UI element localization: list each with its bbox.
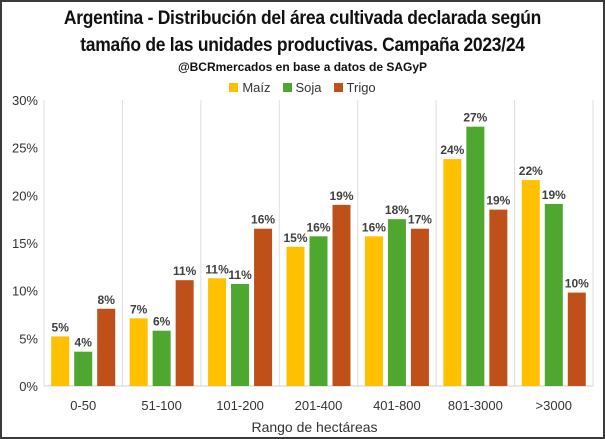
- x-tick-label: 801-3000: [448, 398, 503, 413]
- legend: Maíz Soja Trigo: [2, 80, 603, 95]
- bar-soja-801-3000: [466, 126, 485, 387]
- data-label: 6%: [153, 315, 171, 329]
- data-label: 24%: [440, 143, 464, 157]
- legend-item-maiz: Maíz: [229, 80, 271, 95]
- data-label: 16%: [306, 220, 330, 234]
- data-label: 15%: [283, 231, 307, 245]
- bar-maiz->3000: [521, 180, 540, 386]
- bar-trigo-51-100: [175, 280, 194, 386]
- legend-swatch-maiz: [229, 83, 239, 92]
- bar-trigo-101-200: [254, 228, 273, 386]
- x-tick-label: 0-50: [70, 398, 96, 413]
- x-tick-label: 401-800: [373, 398, 421, 413]
- data-label: 19%: [542, 188, 566, 202]
- x-tick-label: 201-400: [295, 398, 343, 413]
- data-label: 8%: [98, 293, 116, 307]
- data-label: 11%: [205, 262, 229, 276]
- y-tick-label: 5%: [19, 331, 38, 346]
- y-tick-label: 10%: [12, 284, 38, 299]
- data-label: 7%: [130, 302, 148, 316]
- y-tick-label: 0%: [19, 379, 38, 394]
- data-label: 5%: [52, 320, 70, 334]
- bar-maiz-0-50: [51, 336, 70, 386]
- data-label: 27%: [463, 111, 487, 125]
- bar-maiz-101-200: [208, 278, 227, 386]
- chart-title-line-2: tamaño de las unidades productivas. Camp…: [80, 35, 525, 56]
- legend-swatch-soja: [282, 83, 292, 92]
- bar-maiz-801-3000: [443, 159, 462, 386]
- y-tick-label: 30%: [12, 93, 38, 108]
- bar-soja->3000: [544, 203, 563, 386]
- bar-soja-201-400: [309, 236, 328, 386]
- bar-soja-101-200: [231, 283, 250, 386]
- data-label: 16%: [251, 213, 275, 227]
- bar-trigo->3000: [567, 292, 586, 386]
- y-tick-label: 20%: [12, 188, 38, 203]
- legend-swatch-trigo: [333, 83, 343, 92]
- chart-subtitle: @BCRmercados en base a datos de SAGyP: [177, 60, 428, 74]
- bar-soja-0-50: [74, 351, 93, 386]
- data-label: 17%: [408, 213, 432, 227]
- y-tick-label: 15%: [12, 236, 38, 251]
- bar-trigo-201-400: [332, 204, 351, 386]
- bar-trigo-401-800: [410, 228, 429, 386]
- data-label: 10%: [565, 277, 589, 291]
- data-label: 19%: [329, 189, 353, 203]
- bar-trigo-801-3000: [489, 209, 508, 386]
- x-axis-title: Rango de hectáreas: [251, 419, 377, 435]
- bar-maiz-51-100: [129, 318, 148, 386]
- bar-soja-401-800: [387, 219, 406, 386]
- x-tick-label: 51-100: [141, 398, 181, 413]
- data-label: 19%: [486, 194, 510, 208]
- legend-item-trigo: Trigo: [333, 80, 376, 95]
- x-tick-label: 101-200: [216, 398, 264, 413]
- bar-trigo-0-50: [97, 308, 116, 386]
- bar-maiz-401-800: [364, 236, 383, 386]
- bar-maiz-201-400: [286, 246, 305, 386]
- data-label: 11%: [173, 264, 197, 278]
- data-label: 4%: [75, 336, 93, 350]
- chart-title-line-1: Argentina - Distribución del área cultiv…: [63, 8, 542, 29]
- legend-label-trigo: Trigo: [346, 80, 376, 95]
- legend-label-soja: Soja: [295, 80, 322, 95]
- data-label: 16%: [362, 220, 386, 234]
- bar-soja-51-100: [152, 330, 171, 386]
- legend-label-maiz: Maíz: [242, 80, 271, 95]
- data-label: 18%: [385, 203, 409, 217]
- y-tick-label: 25%: [12, 141, 38, 156]
- data-label: 11%: [228, 268, 252, 282]
- data-label: 22%: [519, 164, 543, 178]
- legend-item-soja: Soja: [282, 80, 322, 95]
- x-tick-label: >3000: [536, 398, 573, 413]
